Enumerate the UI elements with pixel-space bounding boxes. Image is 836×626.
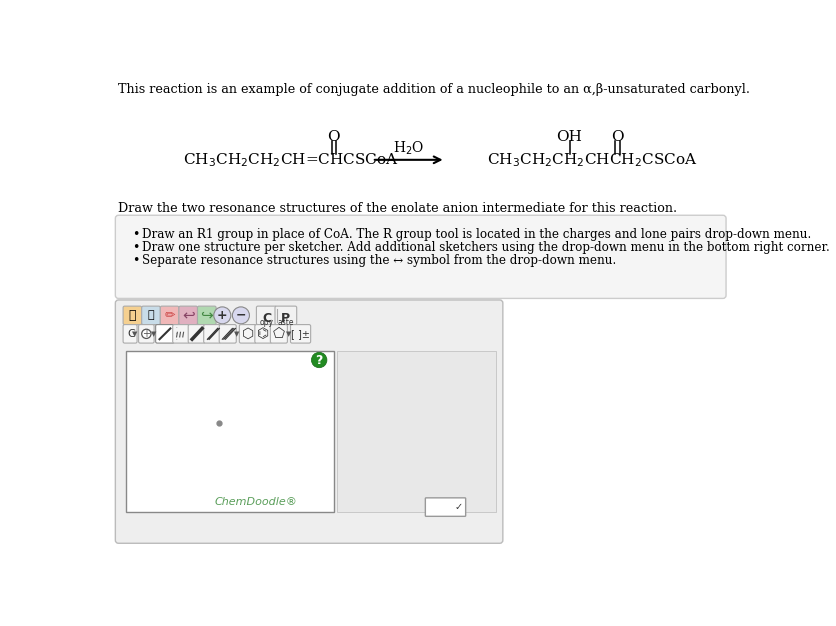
FancyBboxPatch shape xyxy=(239,325,257,343)
FancyBboxPatch shape xyxy=(123,325,137,343)
Text: ⬡: ⬡ xyxy=(242,327,254,341)
Text: •: • xyxy=(132,254,140,267)
Text: ▼: ▼ xyxy=(286,331,292,337)
Circle shape xyxy=(141,329,151,339)
Text: C: C xyxy=(262,312,271,324)
FancyBboxPatch shape xyxy=(197,306,216,325)
Text: •: • xyxy=(132,240,140,254)
Circle shape xyxy=(214,307,231,324)
Text: −: − xyxy=(236,309,246,322)
Text: OH: OH xyxy=(557,130,583,144)
FancyBboxPatch shape xyxy=(161,306,179,325)
Text: P: P xyxy=(281,312,290,324)
Text: Draw one structure per sketcher. Add additional sketchers using the drop-down me: Draw one structure per sketcher. Add add… xyxy=(141,240,829,254)
FancyBboxPatch shape xyxy=(426,498,466,516)
Text: ▼: ▼ xyxy=(132,331,137,337)
FancyBboxPatch shape xyxy=(257,306,277,325)
Text: +: + xyxy=(142,329,150,339)
Text: opy: opy xyxy=(259,319,273,327)
Text: H$_2$O: H$_2$O xyxy=(393,140,425,157)
FancyBboxPatch shape xyxy=(123,306,141,325)
Text: •: • xyxy=(132,228,140,240)
FancyBboxPatch shape xyxy=(290,325,311,343)
FancyBboxPatch shape xyxy=(275,306,297,325)
Text: 🧴: 🧴 xyxy=(148,310,155,321)
Text: ↩: ↩ xyxy=(181,308,195,323)
Text: ↪: ↪ xyxy=(201,308,213,323)
Text: CH$_3$CH$_2$CH$_2$CHCH$_2$CSCoA: CH$_3$CH$_2$CH$_2$CHCH$_2$CSCoA xyxy=(487,151,698,168)
FancyBboxPatch shape xyxy=(255,325,272,343)
Text: Draw an R1 group in place of CoA. The R group tool is located in the charges and: Draw an R1 group in place of CoA. The R … xyxy=(141,228,811,240)
Text: ·
·
·: · · · xyxy=(175,326,176,342)
FancyBboxPatch shape xyxy=(179,306,197,325)
FancyBboxPatch shape xyxy=(155,325,174,343)
Text: ✋: ✋ xyxy=(129,309,136,322)
Text: ▼: ▼ xyxy=(233,331,239,337)
Circle shape xyxy=(312,352,327,367)
FancyBboxPatch shape xyxy=(270,325,288,343)
Text: aste: aste xyxy=(278,319,294,327)
Text: O: O xyxy=(328,130,340,144)
Text: ✏: ✏ xyxy=(165,309,175,322)
FancyBboxPatch shape xyxy=(337,351,496,513)
Text: O: O xyxy=(611,130,624,144)
Text: [ ]±: [ ]± xyxy=(291,329,310,339)
Text: CH$_3$CH$_2$CH$_2$CH=CHCSCoA: CH$_3$CH$_2$CH$_2$CH=CHCSCoA xyxy=(182,151,399,168)
FancyBboxPatch shape xyxy=(219,325,237,343)
FancyBboxPatch shape xyxy=(204,325,221,343)
Text: ▼: ▼ xyxy=(150,331,156,337)
Text: ⌬: ⌬ xyxy=(257,327,269,341)
Text: Separate resonance structures using the ↔ symbol from the drop-down menu.: Separate resonance structures using the … xyxy=(141,254,616,267)
Text: This reaction is an example of conjugate addition of a nucleophile to an α,β-uns: This reaction is an example of conjugate… xyxy=(119,83,751,96)
Text: C: C xyxy=(128,329,135,339)
FancyBboxPatch shape xyxy=(126,351,334,513)
Text: ⬠: ⬠ xyxy=(273,327,285,341)
Text: ?: ? xyxy=(315,354,323,366)
Text: ChemDoodle®: ChemDoodle® xyxy=(214,497,297,507)
FancyBboxPatch shape xyxy=(173,325,190,343)
Text: +: + xyxy=(217,309,227,322)
FancyBboxPatch shape xyxy=(115,300,502,543)
FancyBboxPatch shape xyxy=(115,215,726,299)
FancyBboxPatch shape xyxy=(188,325,206,343)
FancyBboxPatch shape xyxy=(139,325,154,343)
Circle shape xyxy=(232,307,249,324)
Text: Draw the two resonance structures of the enolate anion intermediate for this rea: Draw the two resonance structures of the… xyxy=(119,202,677,215)
Text: ✓: ✓ xyxy=(455,502,463,512)
FancyBboxPatch shape xyxy=(141,306,161,325)
